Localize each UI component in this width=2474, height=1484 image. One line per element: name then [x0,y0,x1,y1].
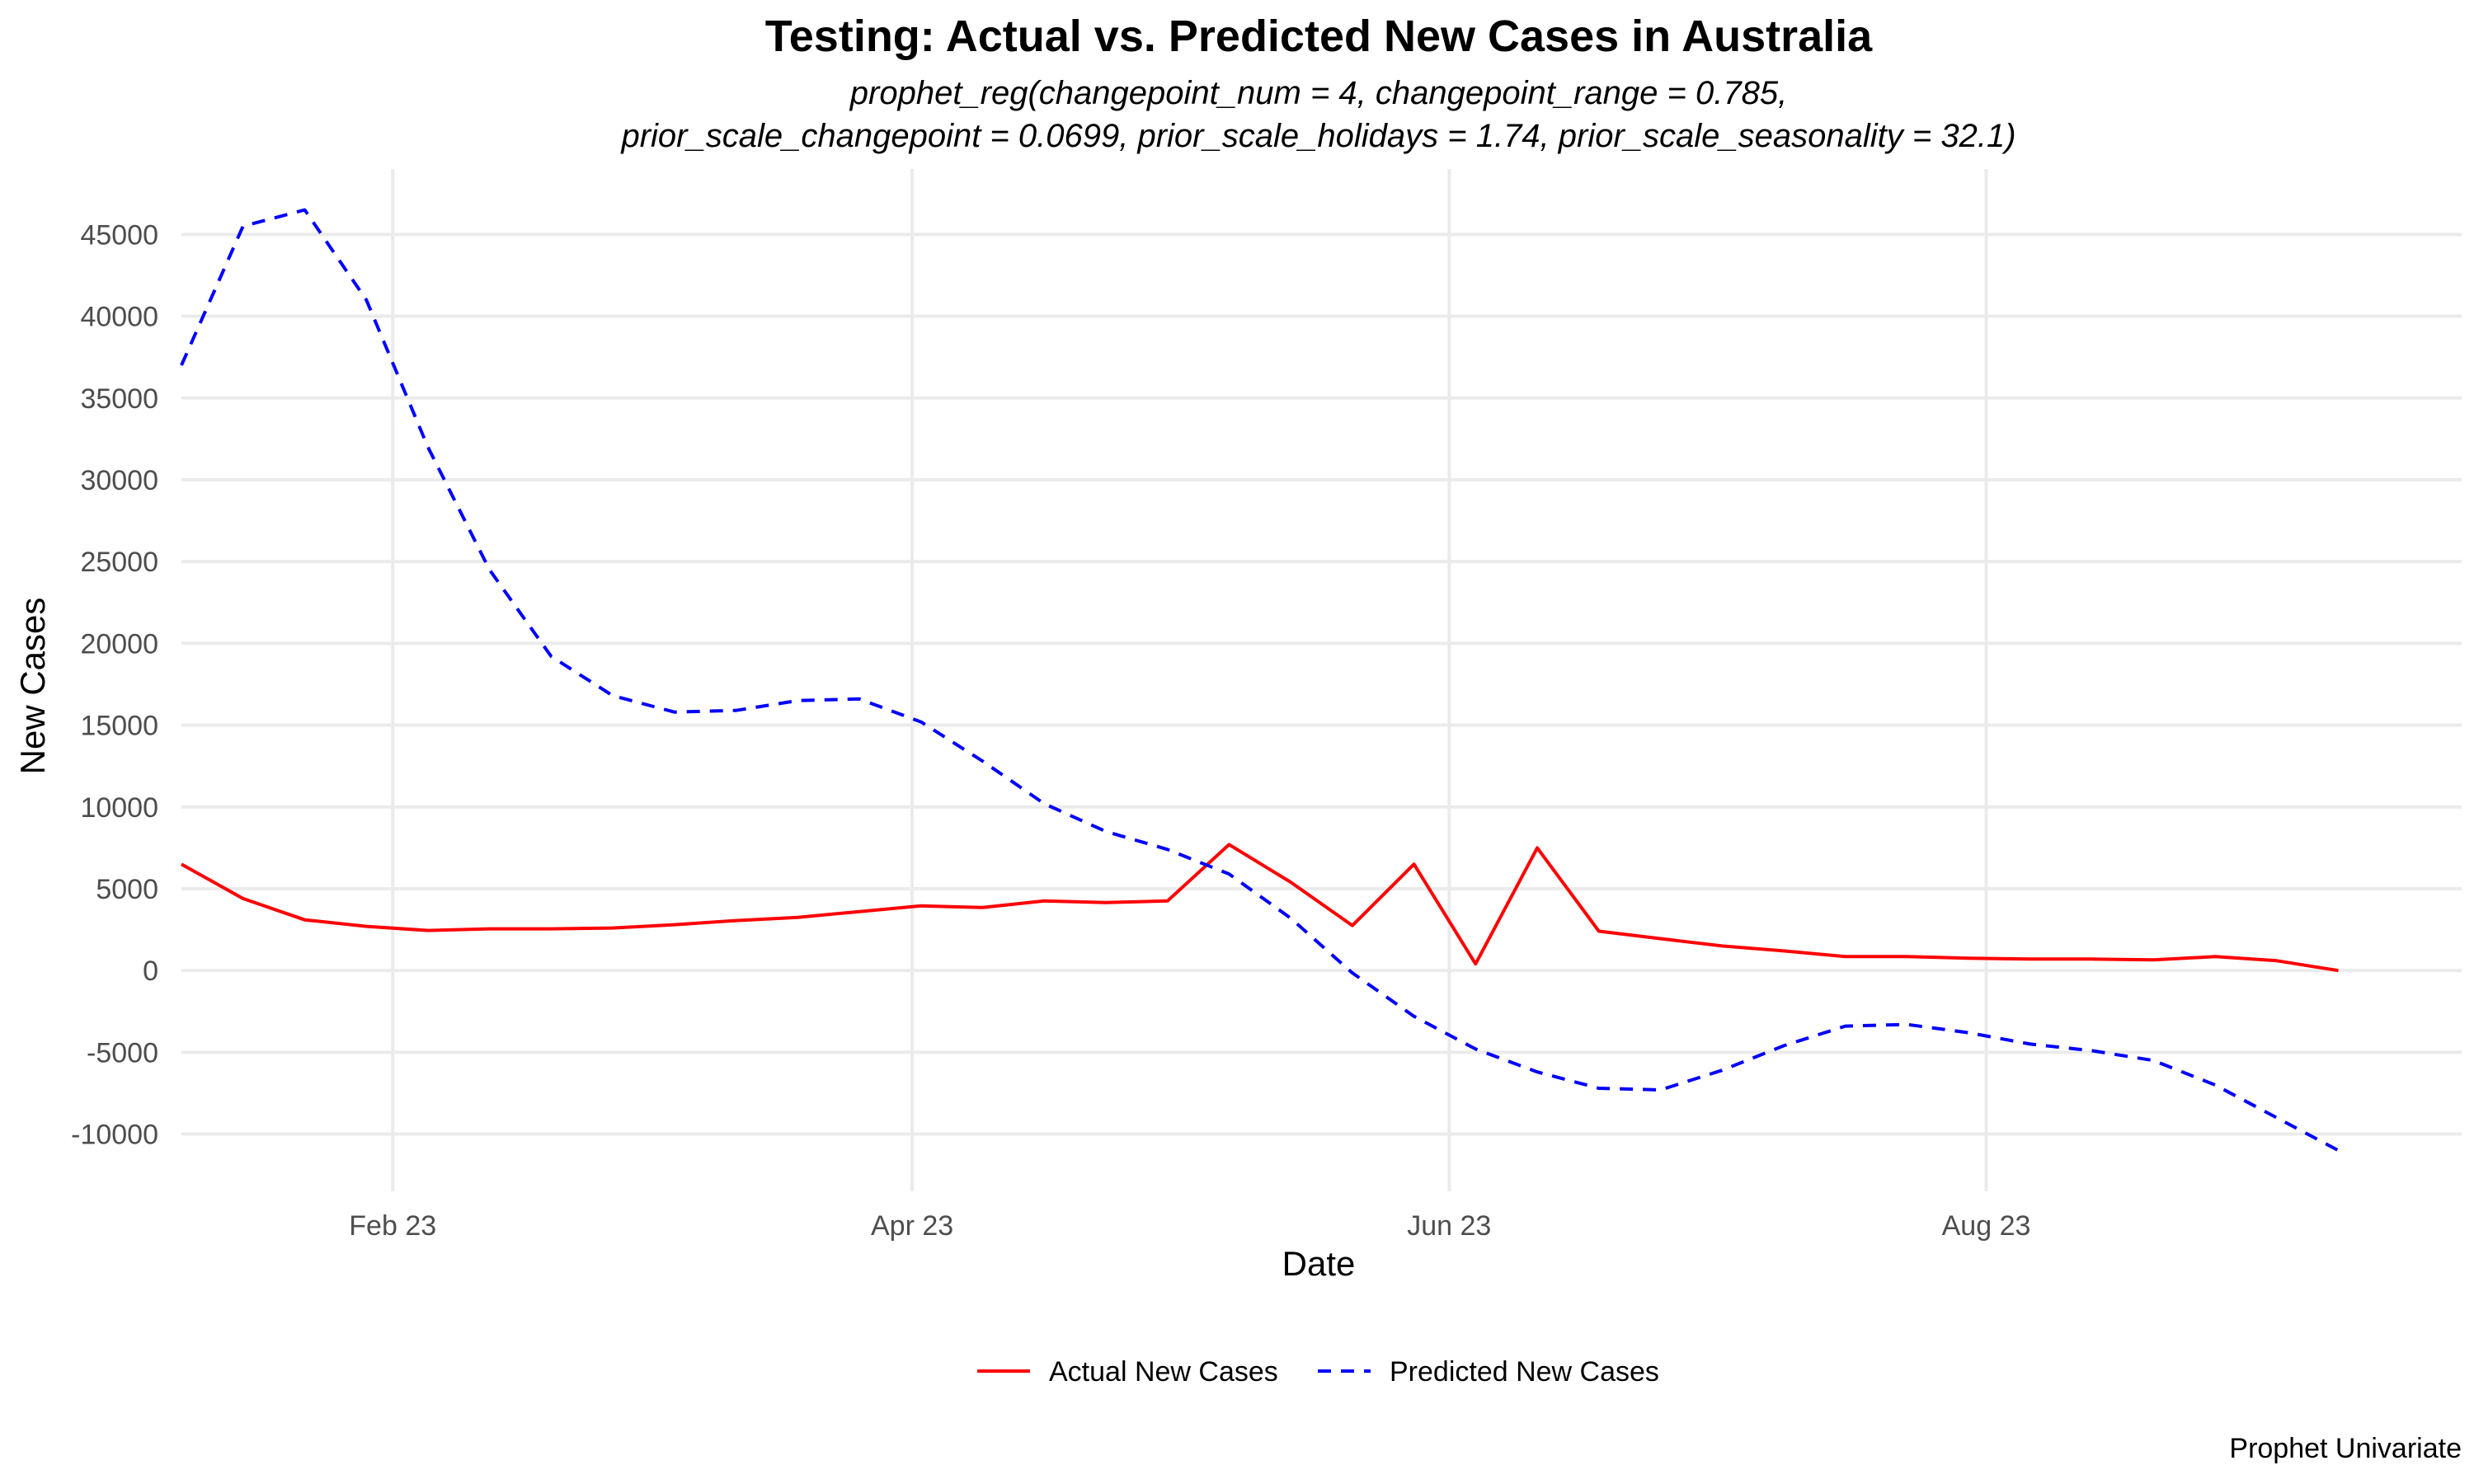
chart-caption: Prophet Univariate [2229,1433,2462,1464]
x-tick-label: Apr 23 [871,1210,953,1242]
y-tick-label: 15000 [80,711,158,742]
chart-title: Testing: Actual vs. Predicted New Cases … [765,12,1873,61]
legend-label-actual-new-cases: Actual New Cases [1049,1356,1278,1388]
y-tick-label: 5000 [96,874,158,905]
x-tick-label: Jun 23 [1407,1210,1491,1242]
y-tick-label: 40000 [80,302,158,333]
x-axis-ticks: Feb 23 Apr 23 Jun 23 Aug 23 [349,1210,2030,1242]
y-tick-label: 25000 [80,547,158,578]
y-tick-label: 10000 [80,792,158,824]
y-axis-ticks: -10000 -5000 0 5000 10000 15000 20000 25000 3000… [71,219,158,1150]
y-tick-label: -10000 [71,1120,158,1151]
x-axis-title: Date [1282,1244,1356,1283]
x-tick-label: Feb 23 [349,1210,436,1242]
y-tick-label: 45000 [80,219,158,251]
chart-subtitle-line-2: prior_scale_changepoint = 0.0699, prior_… [620,118,2015,154]
series-lines [180,208,2340,1153]
x-tick-label: Aug 23 [1942,1210,2031,1242]
y-tick-label: -5000 [87,1037,158,1068]
y-tick-label: 35000 [80,383,158,415]
series-line-predicted-new-cases [180,208,2340,1153]
legend: Actual New Cases Predicted New Cases [977,1356,1659,1388]
y-axis-title: New Cases [13,598,52,775]
y-tick-label: 20000 [80,628,158,660]
chart-subtitle-line-1: prophet_reg(changepoint_num = 4, changep… [849,75,1787,111]
y-tick-label: 0 [143,956,158,987]
y-tick-label: 30000 [80,465,158,496]
grid [181,169,2462,1191]
legend-label-predicted-new-cases: Predicted New Cases [1390,1356,1659,1388]
series-line-actual-new-cases [181,843,2339,973]
